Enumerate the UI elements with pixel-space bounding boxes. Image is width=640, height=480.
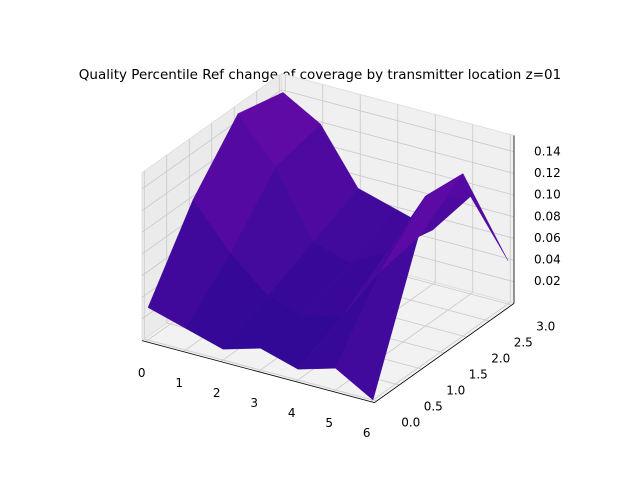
z-tick-label: 0.08 [534,209,561,223]
chart-title: Quality Percentile Ref change of coverag… [79,67,561,83]
y-tick-label: 1.0 [446,384,465,398]
axis-line [141,340,375,403]
y-tick-label: 0.0 [401,416,420,430]
y-tick-label: 2.5 [514,336,533,350]
y-tick-label: 2.0 [491,352,510,366]
x-tick-label: 5 [325,416,333,430]
grid-line [281,111,515,174]
z-tick-label: 0.02 [534,274,561,288]
x-tick-label: 4 [288,406,296,420]
x-tick-label: 2 [213,386,221,400]
z-tick-label: 0.10 [534,188,561,202]
z-tick-label: 0.14 [534,144,561,158]
x-tick-label: 6 [363,426,371,440]
z-tick-label: 0.04 [534,253,561,267]
grid-line [281,89,515,153]
surface-patch [335,237,419,401]
x-tick-label: 3 [250,396,258,410]
y-tick-label: 0.5 [424,400,443,414]
x-tick-label: 0 [138,366,146,380]
grid-line [144,338,377,402]
z-tick-label: 0.12 [534,166,561,180]
x-tick-label: 1 [175,376,183,390]
axis-line [374,303,515,403]
z-tick-label: 0.06 [534,231,561,245]
y-tick-label: 3.0 [536,320,555,334]
y-tick-label: 1.5 [469,368,488,382]
